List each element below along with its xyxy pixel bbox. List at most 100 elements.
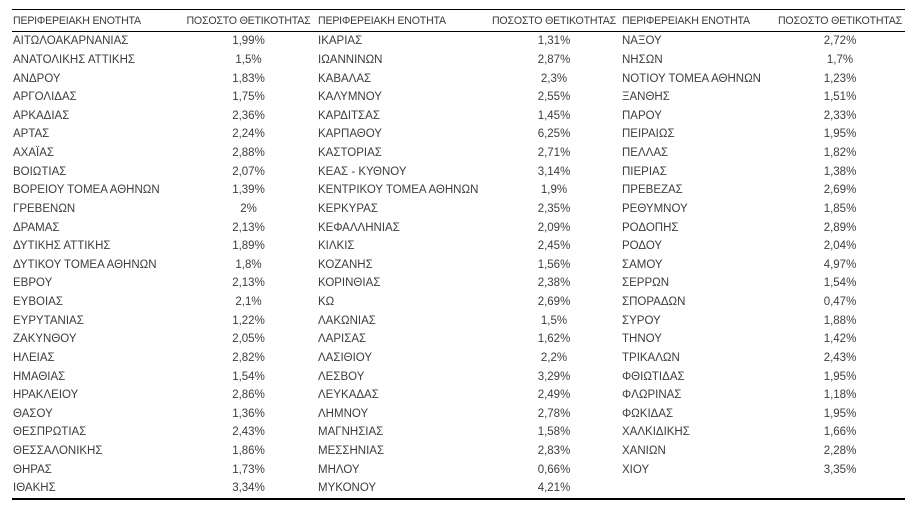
region-cell: ΚΕΡΚΥΡΑΣ [318, 202, 378, 215]
positivity-cell: 2,87% [537, 53, 571, 66]
region-cell: ΑΡΤΑΣ [13, 128, 50, 141]
positivity-cell: 0,66% [537, 463, 571, 476]
header-positivity-3: ΠΟΣΟΣΤΟ ΘΕΤΙΚΟΤΗΤΑΣ [777, 14, 902, 27]
region-cell: ΡΟΔΟΥ [622, 240, 663, 253]
positivity-cell: 2,86% [232, 389, 265, 402]
region-cell: ΗΡΑΚΛΕΙΟΥ [13, 389, 79, 402]
region-cell: ΠΙΕΡΙΑΣ [622, 165, 667, 178]
region-cell: ΑΝΑΤΟΛΙΚΗΣ ΑΤΤΙΚΗΣ [13, 53, 136, 66]
region-cell: ΚΕΑΣ - ΚΥΘΝΟΥ [318, 165, 407, 178]
positivity-cell: 2,1% [235, 296, 262, 309]
region-cell: ΗΜΑΘΙΑΣ [13, 370, 66, 383]
region-cell: ΘΕΣΣΑΛΟΝΙΚΗΣ [13, 445, 103, 458]
positivity-cell: 1,56% [537, 258, 571, 271]
region-cell: ΚΩ [318, 296, 335, 309]
region-cell: ΡΟΔΟΠΗΣ [622, 221, 679, 234]
region-cell: ΤΗΝΟΥ [622, 333, 662, 346]
region-cell: ΒΟΡΕΙΟΥ ΤΟΜΕΑ ΑΘΗΝΩΝ [13, 184, 160, 197]
positivity-cell: 2,88% [232, 147, 265, 160]
positivity-cell: 2,45% [537, 240, 571, 253]
region-cell: ΜΗΛΟΥ [318, 463, 360, 476]
positivity-cell: 2,07% [232, 165, 265, 178]
positivity-cell: 2,69% [537, 296, 571, 309]
region-cell: ΣΥΡΟΥ [622, 314, 661, 327]
region-cell: ΛΕΣΒΟΥ [318, 370, 365, 383]
region-cell: ΚΕΝΤΡΙΚΟΥ ΤΟΜΕΑ ΑΘΗΝΩΝ [318, 184, 479, 197]
positivity-cell: 1,39% [232, 184, 265, 197]
region-cell: ΘΑΣΟΥ [13, 407, 53, 420]
table-header-row: ΠΕΡΙΦΕΡΕΙΑΚΗ ΕΝΟΤΗΤΑ ΠΟΣΟΣΤΟ ΘΕΤΙΚΟΤΗΤΑΣ… [12, 10, 905, 32]
positivity-cell: 1,85% [823, 202, 857, 215]
positivity-cell: 2,89% [823, 221, 857, 234]
region-cell: ΣΕΡΡΩΝ [622, 277, 670, 290]
positivity-cell: 0,47% [823, 296, 857, 309]
region-cell: ΛΕΥΚΑΔΑΣ [318, 389, 379, 402]
region-cell: ΔΥΤΙΚΗΣ ΑΤΤΙΚΗΣ [13, 240, 111, 253]
region-cell: ΠΕΙΡΑΙΩΣ [622, 128, 675, 141]
region-cell: ΦΛΩΡΙΝΑΣ [622, 389, 682, 402]
region-cell: ΛΗΜΝΟΥ [318, 407, 369, 420]
positivity-cell: 2,55% [537, 91, 571, 104]
positivity-cell: 2,33% [823, 109, 857, 122]
region-cell: ΡΕΘΥΜΝΟΥ [622, 202, 688, 215]
region-cell: ΚΕΦΑΛΛΗΝΙΑΣ [318, 221, 400, 234]
positivity-cell: 2,35% [537, 202, 571, 215]
region-cell: ΛΑΚΩΝΙΑΣ [318, 314, 376, 327]
positivity-cell: 1,42% [823, 333, 857, 346]
region-cell: ΝΗΣΩΝ [622, 53, 663, 66]
header-positivity-2: ΠΟΣΟΣΤΟ ΘΕΤΙΚΟΤΗΤΑΣ [491, 14, 616, 27]
positivity-cell: 2,69% [823, 184, 857, 197]
region-cell: ΠΕΛΛΑΣ [622, 147, 669, 160]
positivity-cell: 2,78% [537, 407, 571, 420]
region-cell: ΕΒΡΟΥ [13, 277, 53, 290]
positivity-cell: 1,95% [823, 370, 857, 383]
region-cell: ΑΙΤΩΛΟΑΚΑΡΝΑΝΙΑΣ [13, 35, 129, 48]
region-cell: ΓΡΕΒΕΝΩΝ [13, 202, 76, 215]
header-positivity-1: ΠΟΣΟΣΤΟ ΘΕΤΙΚΟΤΗΤΑΣ [186, 14, 311, 27]
region-cell: ΞΑΝΘΗΣ [622, 91, 670, 104]
positivity-cell: 4,21% [537, 482, 571, 495]
positivity-cell: 1,73% [232, 463, 265, 476]
positivity-cell [775, 479, 905, 498]
region-cell: ΚΟΖΑΝΗΣ [318, 258, 373, 271]
positivity-cell: 3,14% [537, 165, 571, 178]
header-region-1: ΠΕΡΙΦΕΡΕΙΑΚΗ ΕΝΟΤΗΤΑ [13, 14, 141, 27]
positivity-cell: 3,34% [232, 482, 265, 495]
positivity-cell: 2,09% [537, 221, 571, 234]
region-cell: ΔΡΑΜΑΣ [13, 221, 60, 234]
positivity-cell: 2,24% [232, 128, 265, 141]
region-cell: ΔΥΤΙΚΟΥ ΤΟΜΕΑ ΑΘΗΝΩΝ [13, 258, 157, 271]
positivity-cell: 1,75% [232, 91, 265, 104]
positivity-cell: 2,49% [537, 389, 571, 402]
region-cell: ΑΝΔΡΟΥ [13, 72, 61, 85]
positivity-cell: 1,38% [823, 165, 857, 178]
region-cell: ΦΩΚΙΔΑΣ [622, 407, 674, 420]
region-cell: ΚΑΡΔΙΤΣΑΣ [318, 109, 380, 122]
region-cell: ΙΚΑΡΙΑΣ [318, 35, 363, 48]
positivity-cell: 6,25% [537, 128, 571, 141]
region-cell: ΤΡΙΚΑΛΩΝ [622, 351, 680, 364]
positivity-cell: 1,83% [232, 72, 265, 85]
region-cell: ΙΩΑΝΝΙΝΩΝ [318, 53, 383, 66]
positivity-cell: 2,82% [232, 351, 265, 364]
positivity-cell: 2,04% [823, 240, 857, 253]
positivity-cell: 1,36% [232, 407, 265, 420]
region-cell: ΜΥΚΟΝΟΥ [318, 482, 377, 495]
region-cell: ΘΕΣΠΡΩΤΙΑΣ [13, 426, 87, 439]
positivity-cell: 1,9% [540, 184, 568, 197]
positivity-cell: 2,83% [537, 445, 571, 458]
region-cell: ΝΑΞΟΥ [622, 35, 662, 48]
positivity-cell: 1,86% [232, 445, 265, 458]
region-cell: ΒΟΙΩΤΙΑΣ [13, 165, 67, 178]
positivity-cell: 1,66% [823, 426, 857, 439]
region-cell: ΕΥΡΥΤΑΝΙΑΣ [13, 314, 84, 327]
positivity-cell: 1,54% [823, 277, 857, 290]
positivity-cell: 1,54% [232, 370, 265, 383]
positivity-cell: 2,13% [232, 277, 265, 290]
region-cell: ΚΟΡΙΝΘΙΑΣ [318, 277, 381, 290]
region-cell: ΛΑΡΙΣΑΣ [318, 333, 367, 346]
positivity-cell: 1,99% [232, 35, 265, 48]
region-cell: ΛΑΣΙΘΙΟΥ [318, 351, 373, 364]
positivity-cell: 1,82% [823, 147, 857, 160]
